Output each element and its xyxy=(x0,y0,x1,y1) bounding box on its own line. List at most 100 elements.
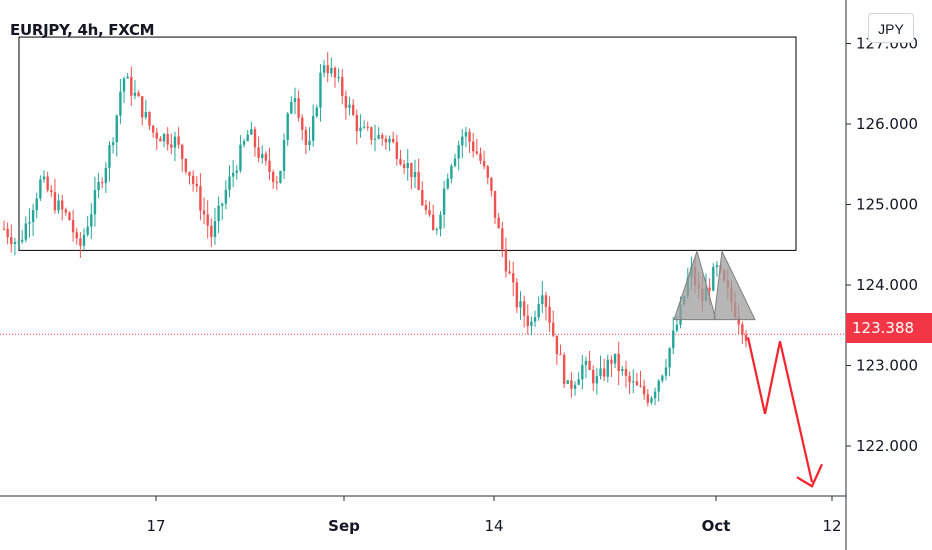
candle-body xyxy=(737,317,740,325)
candle-body xyxy=(108,145,111,168)
candle-body xyxy=(479,153,482,161)
x-tick-label: 17 xyxy=(146,517,165,535)
candle-body xyxy=(199,186,202,211)
candle-body xyxy=(104,167,108,184)
candle-body xyxy=(155,132,158,139)
candle-body xyxy=(584,361,588,366)
candle-body xyxy=(82,234,86,246)
candle-body xyxy=(461,136,464,146)
candle-body xyxy=(261,153,264,158)
candle-body xyxy=(210,225,213,237)
candle-body xyxy=(413,171,417,178)
candle-body xyxy=(53,192,57,211)
candle-body xyxy=(282,140,286,172)
candle-body xyxy=(482,160,486,167)
candle-body xyxy=(304,129,308,145)
candle-body xyxy=(581,365,584,380)
candle-body xyxy=(661,375,664,381)
candle-body xyxy=(101,182,104,184)
candle-body xyxy=(217,205,220,222)
candle-body xyxy=(228,176,231,190)
candle-body xyxy=(351,104,355,115)
candle-body xyxy=(206,214,209,226)
candle-body xyxy=(522,301,526,316)
candle-body xyxy=(490,177,493,191)
candle-body xyxy=(35,198,38,211)
candle-body xyxy=(111,142,115,146)
candle-body xyxy=(290,101,293,114)
candle-body xyxy=(613,353,617,364)
candle-body xyxy=(39,179,42,199)
candle-body xyxy=(544,295,548,307)
candle-body xyxy=(17,241,20,243)
candle-body xyxy=(271,172,275,182)
candle-body xyxy=(344,96,348,108)
candle-body xyxy=(57,200,60,211)
candle-body xyxy=(362,126,366,128)
x-tick-label: 12 xyxy=(822,517,841,535)
candle-body xyxy=(293,98,297,102)
candle-body xyxy=(359,127,362,132)
candle-body xyxy=(253,129,257,148)
candle-body xyxy=(191,175,195,184)
candle-body xyxy=(559,354,562,356)
y-tick-label: 126.000 xyxy=(856,115,918,133)
candle-body xyxy=(475,151,479,154)
candle-body xyxy=(202,210,206,215)
y-tick-label: 125.000 xyxy=(856,196,918,214)
candle-body xyxy=(24,223,28,240)
candle-body xyxy=(373,138,377,140)
currency-button[interactable]: JPY xyxy=(868,13,914,43)
candle-body xyxy=(308,140,311,145)
x-tick-label: Oct xyxy=(702,517,731,535)
candle-body xyxy=(162,134,166,142)
candle-body xyxy=(577,379,580,385)
candle-body xyxy=(20,239,24,242)
candle-body xyxy=(592,369,595,384)
candle-body xyxy=(512,273,515,283)
candle-body xyxy=(628,375,631,383)
last-price-badge: 123.388 xyxy=(846,313,932,343)
candle-body xyxy=(635,381,639,386)
candle-body xyxy=(315,107,319,117)
candle-body xyxy=(71,220,75,233)
candle-body xyxy=(341,77,344,97)
candle-body xyxy=(133,92,137,96)
candle-body xyxy=(548,306,551,323)
candle-body xyxy=(130,76,133,96)
candle-body xyxy=(642,386,646,395)
candle-body xyxy=(741,324,744,335)
candle-body xyxy=(675,324,679,331)
candle-body xyxy=(195,183,198,187)
candle-body xyxy=(515,282,519,308)
candle-body xyxy=(166,134,169,145)
candle-body xyxy=(668,348,671,368)
candle-body xyxy=(297,98,300,118)
candle-body xyxy=(173,136,177,148)
candle-body xyxy=(181,144,184,160)
range-box xyxy=(18,36,797,251)
candle-body xyxy=(337,77,340,79)
candle-body xyxy=(184,159,188,172)
candle-body xyxy=(402,164,406,169)
candle-body xyxy=(431,214,435,231)
candle-body xyxy=(64,209,68,213)
candle-body xyxy=(632,381,635,383)
candle-body xyxy=(715,265,719,267)
candle-body xyxy=(653,391,657,399)
candle-body xyxy=(242,141,246,145)
candle-body xyxy=(126,76,129,79)
candle-body xyxy=(148,111,151,126)
candle-body xyxy=(319,72,322,108)
candle-body xyxy=(75,232,78,239)
candle-body xyxy=(602,368,606,377)
candle-body xyxy=(562,354,566,384)
candle-body xyxy=(606,359,609,377)
candle-body xyxy=(501,228,504,250)
candle-body xyxy=(326,65,329,74)
candle-body xyxy=(151,125,155,133)
candle-body xyxy=(504,249,508,272)
symbol-title: EURJPY, 4h, FXCM xyxy=(10,21,155,39)
